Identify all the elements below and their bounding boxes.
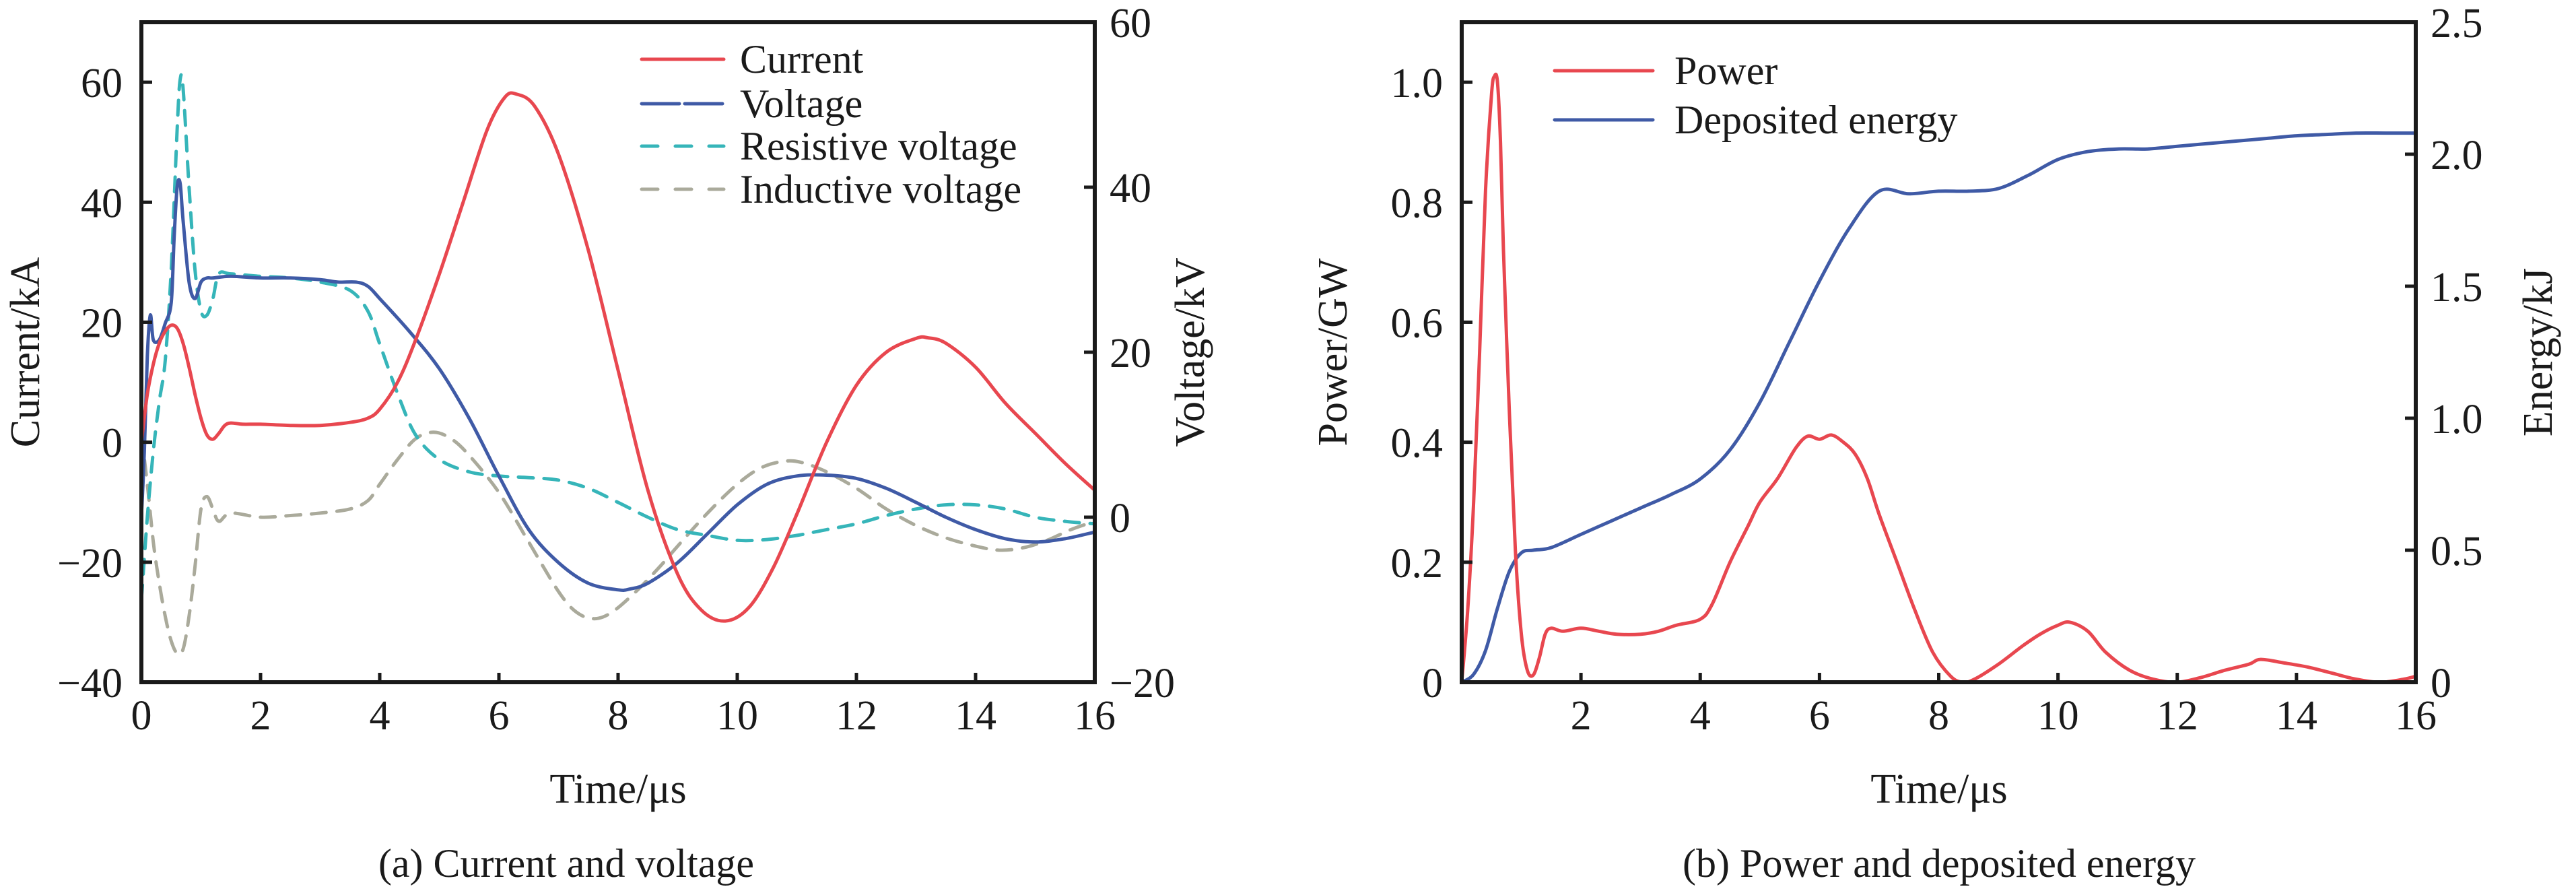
y2-tick-label: 20 [1110,331,1151,376]
y2-tick-label: 0 [1110,496,1130,541]
panel-a-current-voltage: 0 2 4 6 8 10 12 14 16 −40 −20 0 20 40 60 −20 0 20 40 60 Cur… [3,1,1213,886]
y2-tick-label: −20 [1110,661,1175,706]
x-tick-label: 12 [2157,693,2198,739]
y2-tick-label: 2.5 [2431,1,2483,46]
panel-a-series [141,73,1095,656]
panel-b-power-energy: 2 4 6 8 10 12 14 1600.20.40.60.81.000.51.01.52.… [1310,1,2561,886]
y2-tick-label: 0 [2431,661,2451,706]
legend-label: Current [740,37,864,81]
x-tick-label: 2 [1571,693,1592,739]
panel-b-xlabel: Time/μs [1870,766,2007,812]
y-tick-label: 40 [81,180,123,226]
series-voltage [141,178,1095,592]
panel-b-legend: Power Deposited energy [1553,48,1957,142]
x-tick-label: 6 [1809,693,1830,739]
y2-tick-label: 0.5 [2431,529,2483,574]
series-resistive-voltage [141,73,1095,601]
legend-label: Deposited energy [1674,98,1957,142]
panel-a-ylabel: Current/kA [3,257,48,448]
y-tick-label: −40 [57,661,123,706]
legend-label: Power [1674,48,1777,93]
y-tick-label: 0 [1422,661,1443,706]
y2-tick-label: 60 [1110,1,1151,46]
plot-frame [1460,20,2418,684]
series-inductive-voltage [141,430,1095,656]
x-tick-label: 16 [1074,693,1116,739]
y-tick-label: 0.4 [1391,421,1444,467]
x-tick-label: 10 [716,693,758,739]
y2-tick-label: 1.0 [2431,397,2483,442]
panel-b-ylabel: Power/GW [1310,258,1356,446]
panel-a-caption: (a) Current and voltage [378,841,754,886]
x-tick-label: 6 [489,693,510,739]
x-tick-label: 8 [1928,693,1949,739]
y2-tick-label: 40 [1110,166,1151,211]
x-tick-label: 4 [370,693,391,739]
panel-b-series [1462,72,2416,682]
legend-label: Inductive voltage [740,167,1021,211]
x-tick-label: 14 [955,693,996,739]
x-tick-label: 2 [250,693,271,739]
panel-a-xlabel: Time/μs [549,766,686,812]
y-tick-label: 1.0 [1391,61,1444,106]
series-power [1462,72,2416,682]
y-tick-label: 0.8 [1391,180,1444,226]
y-tick-label: 0 [102,421,123,467]
x-tick-label: 8 [608,693,629,739]
plot-frame [139,20,1097,684]
legend-label: Resistive voltage [740,124,1017,168]
series-deposited-energy [1462,131,2416,682]
x-tick-label: 10 [2037,693,2079,739]
panel-a-y2label: Voltage/kV [1167,257,1213,447]
x-tick-label: 4 [1690,693,1711,739]
legend-label: Voltage [740,81,862,126]
y-tick-label: −20 [57,541,123,587]
panel-b-axes: 2 4 6 8 10 12 14 1600.20.40.60.81.000.51.01.52.… [1391,1,2483,739]
panel-a-axes: 0 2 4 6 8 10 12 14 16 −40 −20 0 20 40 60 −20 0 20 40 60 [57,1,1175,739]
y-tick-label: 0.2 [1391,541,1444,587]
series-current [141,91,1095,623]
y-tick-label: 20 [81,300,123,346]
y2-tick-label: 1.5 [2431,265,2483,310]
panel-b-caption: (b) Power and deposited energy [1683,841,2196,886]
y-tick-label: 0.6 [1391,300,1444,346]
x-tick-label: 16 [2395,693,2437,739]
panel-b-y2label: Energy/kJ [2515,268,2561,436]
x-tick-label: 12 [836,693,877,739]
x-tick-label: 0 [131,693,152,739]
x-tick-label: 14 [2276,693,2317,739]
y2-tick-label: 2.0 [2431,133,2483,178]
y-tick-label: 60 [81,61,123,106]
